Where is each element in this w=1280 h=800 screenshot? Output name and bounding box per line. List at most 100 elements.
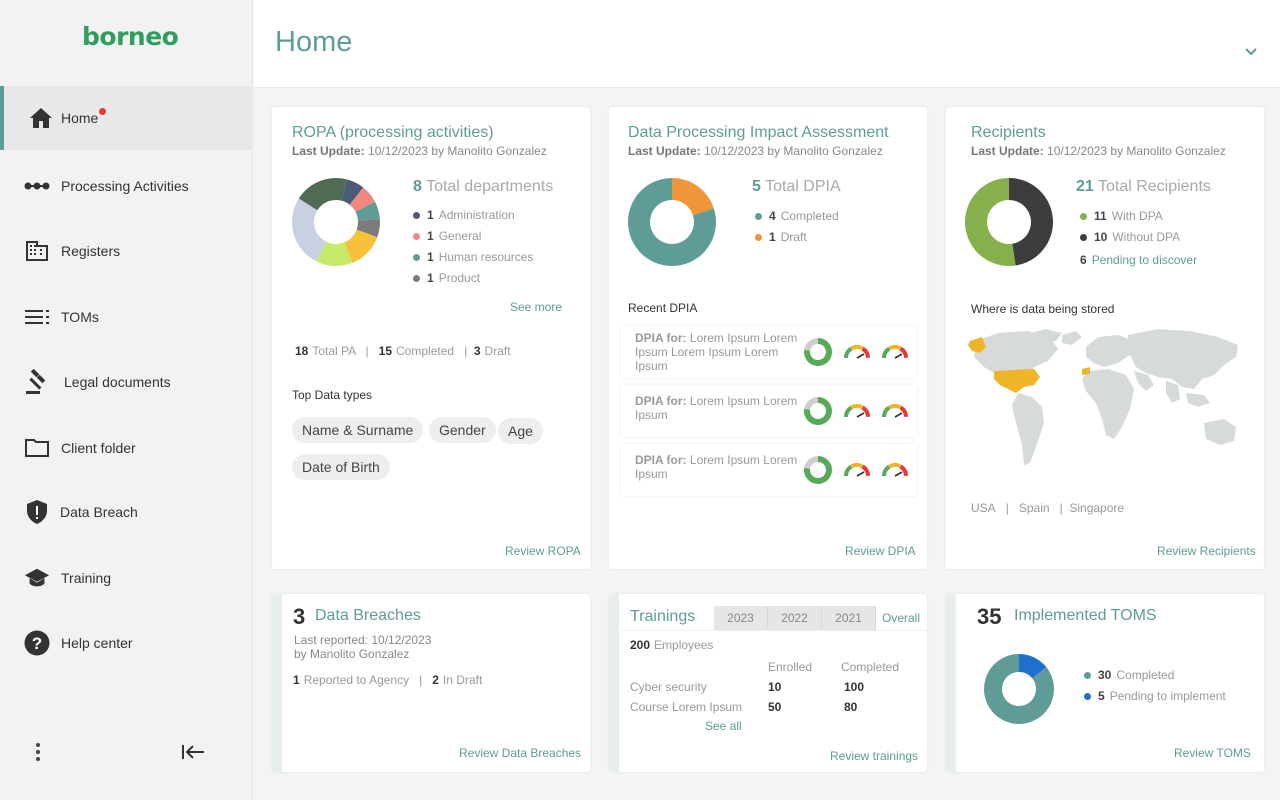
risk-gauge-icon bbox=[882, 463, 908, 477]
tab-2023[interactable]: 2023 bbox=[714, 606, 768, 630]
page-title: Home bbox=[275, 26, 353, 58]
recipients-donut-chart bbox=[965, 178, 1053, 266]
ropa-card: ROPA (processing activities) Last Update… bbox=[272, 107, 590, 569]
data-type-chip[interactable]: Gender bbox=[429, 417, 496, 443]
donut-segment bbox=[1009, 178, 1053, 266]
breaches-last-reported: Last reported: 10/12/2023 bbox=[294, 633, 432, 647]
tab-2022[interactable]: 2022 bbox=[768, 606, 822, 630]
training-row-completed: 100 bbox=[844, 680, 865, 694]
processing-icon bbox=[24, 173, 50, 199]
sidebar-item-legal-documents[interactable]: Legal documents bbox=[0, 350, 253, 414]
sidebar-item-client-folder[interactable]: Client folder bbox=[0, 416, 253, 480]
card-accent-strip bbox=[609, 594, 619, 772]
more-options-icon[interactable] bbox=[30, 740, 46, 764]
data-type-chip[interactable]: Date of Birth bbox=[292, 454, 390, 480]
donut-segment bbox=[984, 654, 1054, 724]
donut-segment bbox=[341, 179, 364, 205]
see-more-link[interactable]: See more bbox=[510, 300, 563, 314]
sidebar-item-label: Help center bbox=[61, 635, 133, 651]
review-dpia-link[interactable]: Review DPIA bbox=[845, 544, 916, 558]
sidebar-item-registers[interactable]: Registers bbox=[0, 219, 253, 283]
sidebar-item-label: Home bbox=[61, 110, 99, 126]
pending-to-discover[interactable]: 6 Pending to discover bbox=[1080, 253, 1198, 267]
home-icon bbox=[28, 105, 54, 131]
dpia-last-update: Last Update: 10/12/2023 by Manolito Gonz… bbox=[628, 144, 883, 158]
data-breaches-card: 3 Data Breaches Last reported: 10/12/202… bbox=[272, 594, 590, 772]
map-highlight-alaska bbox=[968, 337, 986, 353]
sidebar: borneo Home Processing Activities Regist… bbox=[0, 0, 253, 800]
toms-card: 35 Implemented TOMS 30 Completed 5 Pending… bbox=[946, 594, 1264, 772]
data-type-chip[interactable]: Name & Surname bbox=[292, 417, 424, 443]
sidebar-item-processing-activities[interactable]: Processing Activities bbox=[0, 154, 253, 218]
ropa-donut-chart bbox=[292, 178, 380, 266]
folder-icon bbox=[24, 435, 50, 461]
dpia-row[interactable]: DPIA for: Lorem Ipsum Lorem Ipsum bbox=[621, 444, 917, 496]
gavel-icon bbox=[24, 369, 50, 395]
review-breaches-link[interactable]: Review Data Breaches bbox=[459, 746, 582, 760]
risk-gauge-icon bbox=[882, 404, 908, 418]
card-accent-strip bbox=[946, 594, 956, 772]
map-highlight-usa bbox=[994, 369, 1040, 393]
ropa-title[interactable]: ROPA (processing activities) bbox=[292, 124, 494, 141]
dpia-progress-icon bbox=[804, 338, 832, 366]
dpia-row[interactable]: DPIA for: Lorem Ipsum Lorem Ipsum Lorem … bbox=[621, 326, 917, 378]
dpia-title[interactable]: Data Processing Impact Assessment bbox=[628, 124, 889, 141]
sidebar-item-training[interactable]: Training bbox=[0, 546, 253, 610]
sidebar-item-label: Training bbox=[61, 570, 112, 586]
chevron-down-icon[interactable] bbox=[1244, 44, 1258, 58]
see-all-link[interactable]: See all bbox=[705, 719, 742, 733]
svg-text:?: ? bbox=[32, 634, 42, 653]
tab-overall[interactable]: Overall bbox=[876, 606, 926, 630]
sidebar-item-help-center[interactable]: ? Help center bbox=[0, 611, 253, 675]
recipients-total: 21 Total Recipients bbox=[1076, 178, 1211, 195]
trainings-title[interactable]: Trainings bbox=[630, 608, 696, 625]
recipients-title[interactable]: Recipients bbox=[971, 124, 1046, 141]
toms-title[interactable]: Implemented TOMS bbox=[1014, 607, 1157, 624]
recent-dpia-label: Recent DPIA bbox=[628, 301, 698, 315]
sidebar-item-home[interactable]: Home bbox=[0, 86, 253, 150]
ropa-legend-item: 1 Administration bbox=[413, 208, 515, 222]
donut-segment bbox=[349, 187, 375, 212]
review-toms-link[interactable]: Review TOMS bbox=[1174, 746, 1251, 760]
sidebar-item-data-breach[interactable]: Data Breach bbox=[0, 480, 253, 544]
dpia-total: 5 Total DPIA bbox=[752, 178, 841, 195]
dpia-progress-icon bbox=[804, 397, 832, 425]
map-highlight-spain bbox=[1082, 367, 1090, 375]
collapse-sidebar-icon[interactable] bbox=[180, 740, 206, 764]
risk-gauge-icon bbox=[844, 463, 870, 477]
sidebar-item-label: Legal documents bbox=[64, 374, 171, 390]
building-icon bbox=[24, 238, 50, 264]
map-label: Where is data being stored bbox=[971, 302, 1115, 316]
col-completed: Completed bbox=[841, 660, 900, 674]
dpia-donut-chart bbox=[628, 178, 716, 266]
toms-legend-item: 5 Pending to implement bbox=[1084, 689, 1226, 703]
dpia-card: Data Processing Impact Assessment Last U… bbox=[609, 107, 927, 569]
dpia-legend-item: 1 Draft bbox=[755, 230, 807, 244]
review-trainings-link[interactable]: Review trainings bbox=[830, 749, 919, 763]
countries-list: USA | Spain | Singapore bbox=[971, 501, 1125, 515]
recipients-legend-item: 11 With DPA bbox=[1080, 209, 1163, 223]
review-ropa-link[interactable]: Review ROPA bbox=[505, 544, 581, 558]
recipients-card: Recipients Last Update: 10/12/2023 by Ma… bbox=[946, 107, 1264, 569]
ropa-stats: 18 Total PA | 15 Completed | 3 Draft bbox=[295, 344, 511, 358]
tab-2021[interactable]: 2021 bbox=[822, 606, 876, 630]
sidebar-item-toms[interactable]: TOMs bbox=[0, 285, 253, 349]
borneo-logo[interactable]: borneo bbox=[82, 22, 179, 51]
recipients-last-update: Last Update: 10/12/2023 by Manolito Gonz… bbox=[971, 144, 1226, 158]
donut-segment bbox=[316, 241, 353, 266]
donut-segment bbox=[1019, 654, 1047, 679]
notification-dot bbox=[99, 108, 107, 115]
risk-gauge-icon bbox=[844, 345, 870, 359]
data-type-chip[interactable]: Age bbox=[498, 418, 543, 444]
breaches-by: by Manolito Gonzalez bbox=[294, 647, 410, 661]
dpia-row[interactable]: DPIA for: Lorem Ipsum Lorem Ipsum bbox=[621, 385, 917, 437]
help-icon: ? bbox=[24, 630, 50, 656]
breaches-stats: 1 Reported to Agency | 2 In Draft bbox=[293, 673, 483, 687]
review-recipients-link[interactable]: Review Recipients bbox=[1157, 544, 1256, 558]
ropa-last-update: Last Update: 10/12/2023 by Manolito Gonz… bbox=[292, 144, 547, 158]
risk-gauge-icon bbox=[844, 404, 870, 418]
sidebar-item-label: Registers bbox=[61, 243, 121, 259]
col-enrolled: Enrolled bbox=[768, 660, 813, 674]
breaches-title[interactable]: Data Breaches bbox=[315, 607, 421, 624]
shield-alert-icon bbox=[24, 499, 50, 525]
